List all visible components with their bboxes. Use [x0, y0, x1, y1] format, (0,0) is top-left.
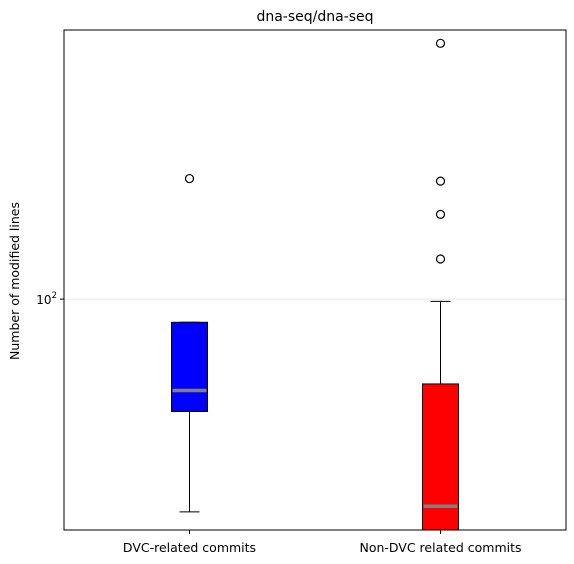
- box-body: [171, 321, 208, 412]
- box-non-dvc: [422, 38, 459, 531]
- outlier-point: [435, 38, 446, 48]
- plot-area-frame: [63, 29, 567, 531]
- x-tick-label: Non-DVC related commits: [359, 540, 521, 555]
- box-dvc: [171, 173, 208, 513]
- chart-title: dna-seq/dna-seq: [256, 9, 373, 25]
- y-tick-label: 102: [36, 291, 57, 307]
- outlier-point: [435, 254, 446, 264]
- x-tick-label: DVC-related commits: [123, 540, 256, 555]
- x-ticks: DVC-related commits Non-DVC related commi…: [123, 530, 522, 555]
- y-axis-label: Number of modified lines: [7, 202, 22, 360]
- outlier-point: [435, 176, 446, 186]
- y-ticks: 102: [36, 291, 64, 307]
- box-body: [422, 383, 459, 531]
- boxes: [171, 38, 459, 531]
- outlier-point: [435, 209, 446, 220]
- outlier-point: [184, 173, 195, 184]
